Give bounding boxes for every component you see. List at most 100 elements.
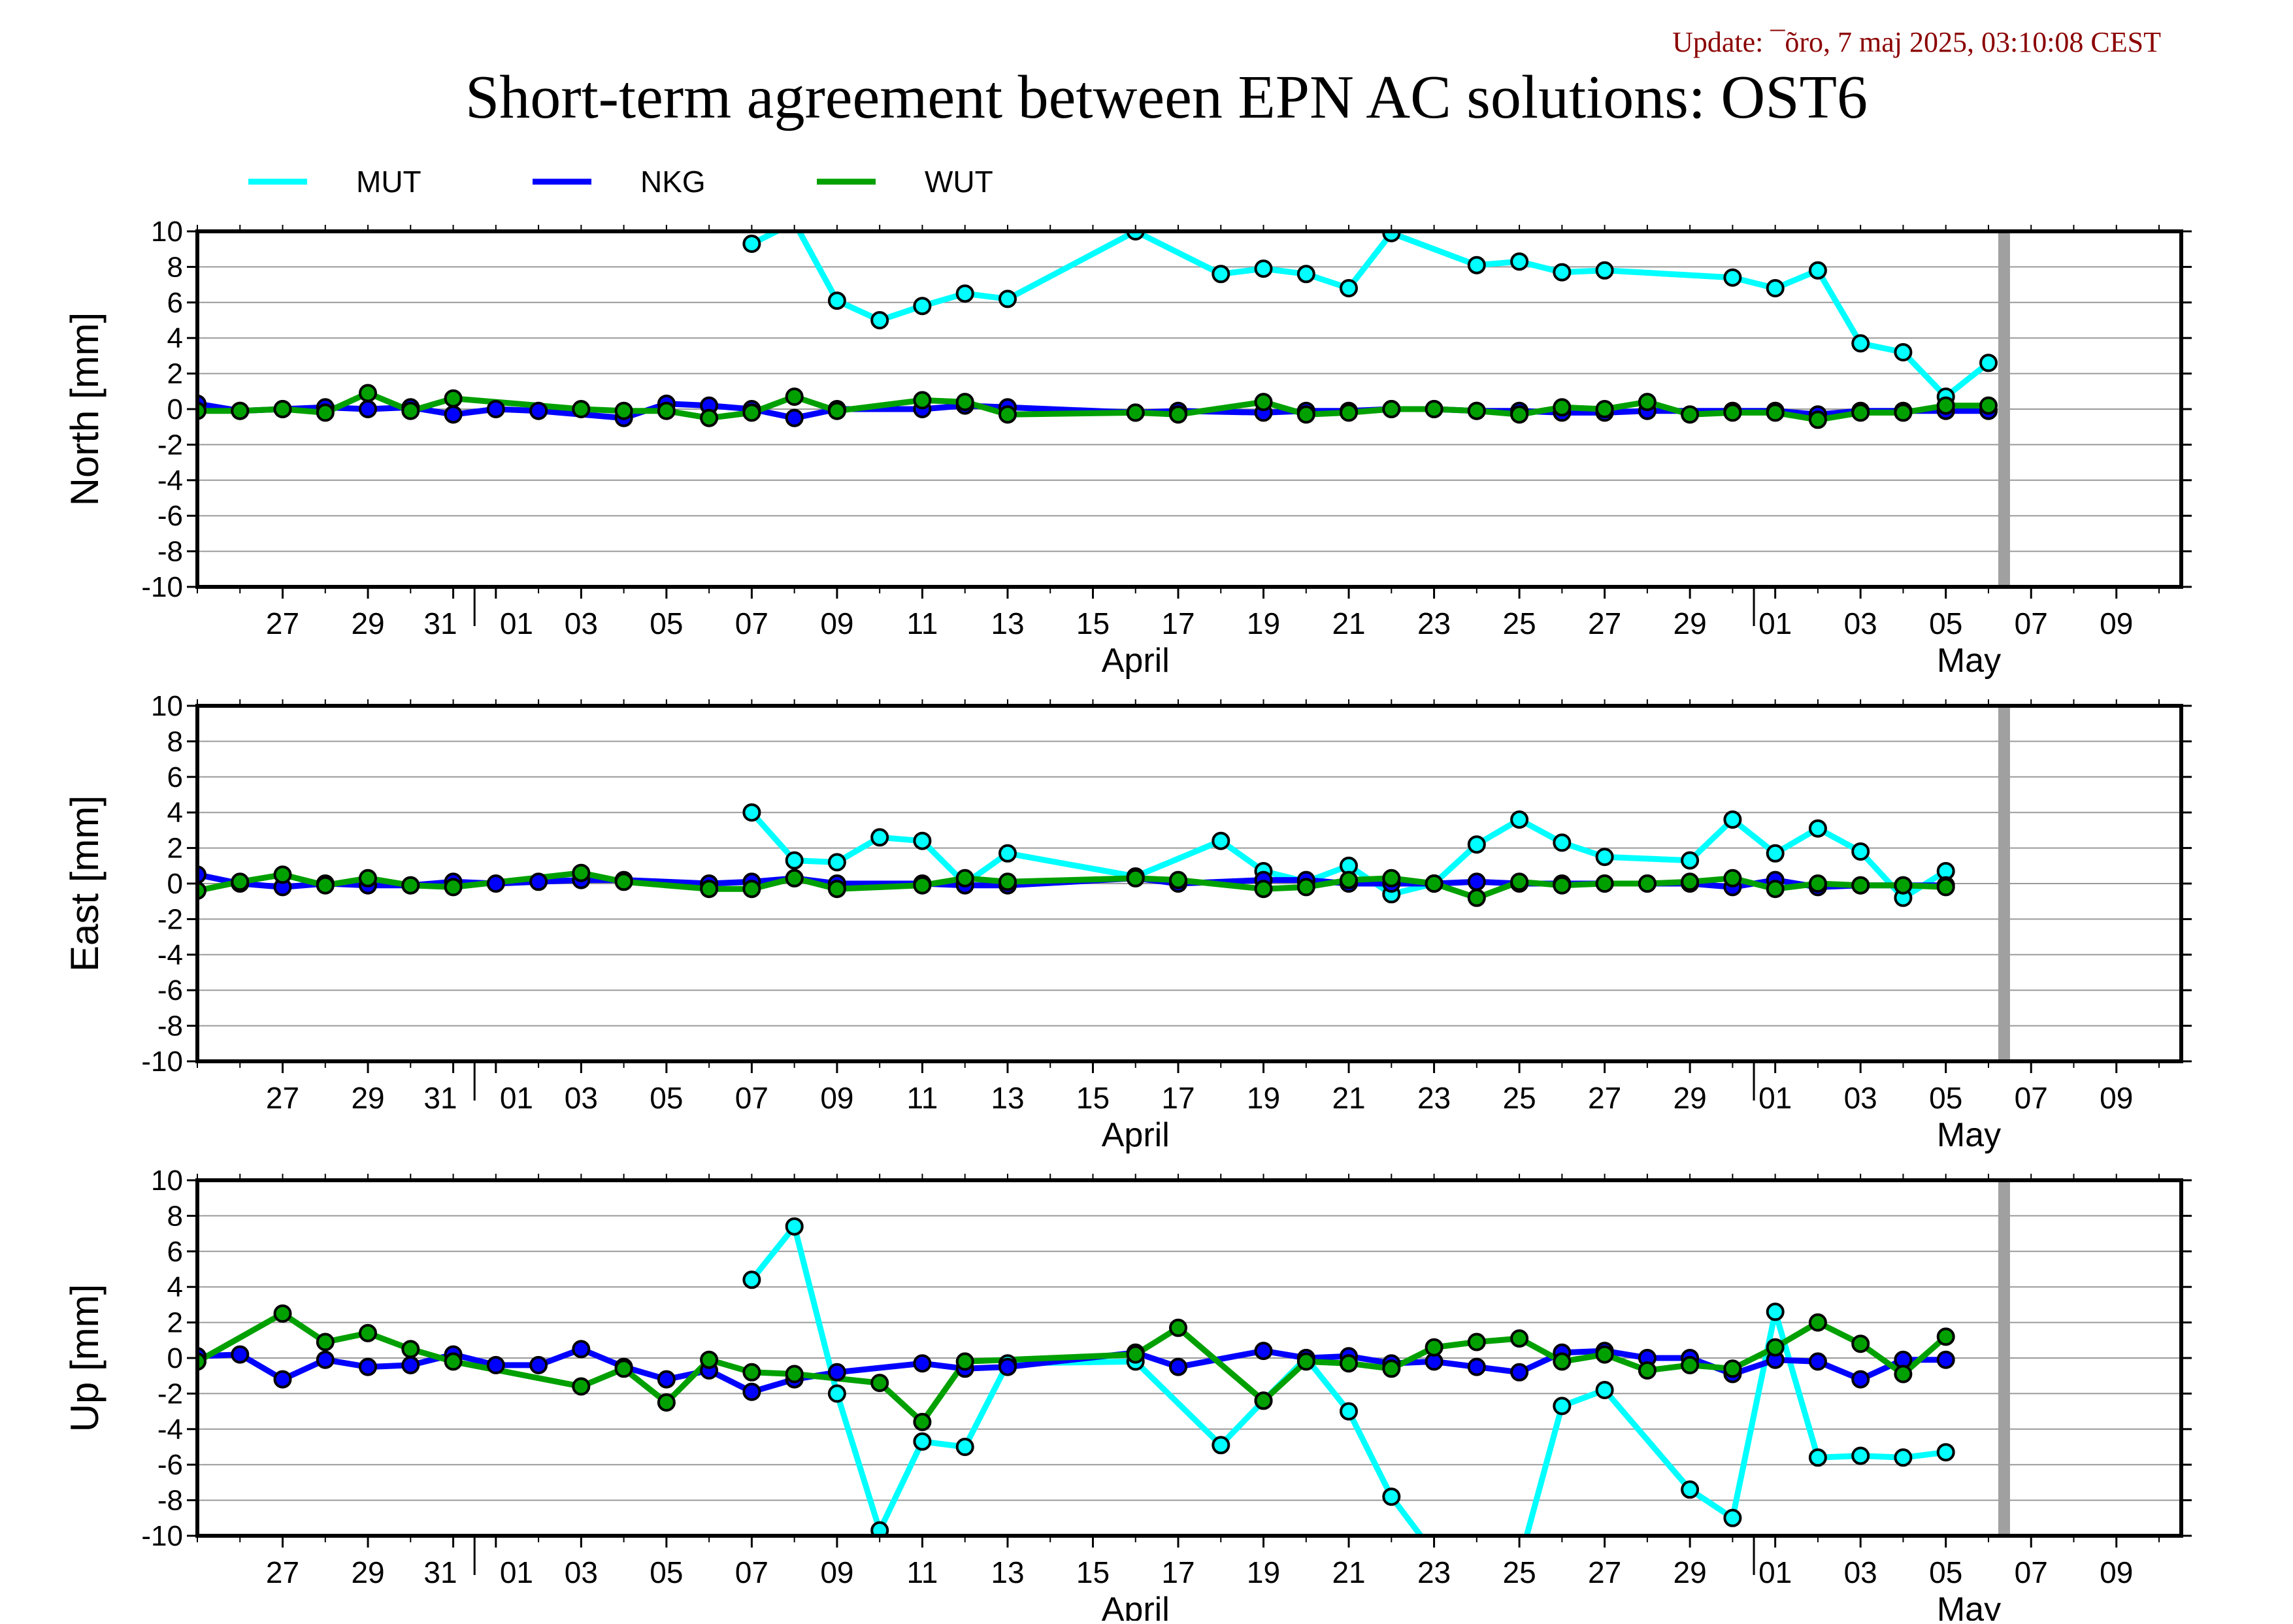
data-point-wut <box>401 1340 420 1359</box>
data-point-wut <box>1340 870 1358 889</box>
x-tick-label: 01 <box>500 1555 533 1589</box>
data-point-wut <box>1766 403 1785 422</box>
data-point-mut <box>827 853 846 872</box>
data-point-nkg <box>913 1354 932 1373</box>
x-tick-label: 11 <box>907 606 938 640</box>
data-point-mut <box>1723 268 1742 287</box>
series-line-wut <box>197 1310 1949 1425</box>
y-tick-label: -10 <box>141 1046 183 1078</box>
data-point-nkg <box>273 1370 292 1389</box>
data-point-nkg <box>1510 1363 1529 1382</box>
data-point-wut <box>1723 869 1742 887</box>
y-axis-label: North [mm] <box>63 312 107 506</box>
data-point-wut <box>1638 874 1657 893</box>
month-label-april: April <box>1102 1116 1170 1154</box>
y-tick-label: 4 <box>167 322 183 354</box>
y-tick-label: -6 <box>157 500 183 532</box>
x-tick-label: 19 <box>1247 1081 1280 1115</box>
data-point-mut <box>1723 810 1742 829</box>
y-tick-label: 8 <box>167 725 183 757</box>
x-tick-label: 29 <box>1674 1081 1707 1115</box>
x-tick-label: 21 <box>1332 1081 1365 1115</box>
data-point-nkg <box>486 400 505 418</box>
data-point-wut <box>1894 876 1913 895</box>
data-point-mut <box>1296 265 1315 284</box>
x-tick-label: 07 <box>735 606 768 640</box>
data-point-wut <box>1126 869 1145 887</box>
x-tick-label: 03 <box>565 606 598 640</box>
month-label-may: May <box>1937 642 2001 680</box>
x-tick-label: 01 <box>500 606 533 640</box>
x-tick-label: 25 <box>1503 1081 1536 1115</box>
x-tick-label: 29 <box>351 1081 384 1115</box>
data-point-wut <box>700 408 719 427</box>
data-point-wut <box>444 878 463 897</box>
y-tick-label: 0 <box>167 393 183 425</box>
data-point-mut <box>998 290 1017 308</box>
x-tick-label: 03 <box>565 1081 598 1115</box>
y-tick-label: 0 <box>167 868 183 900</box>
data-point-wut <box>913 391 932 410</box>
data-point-nkg <box>444 405 463 424</box>
data-point-wut <box>1296 1352 1315 1371</box>
data-point-wut <box>1467 888 1486 907</box>
data-point-wut <box>1936 878 1955 897</box>
y-tick-label: 6 <box>167 761 183 793</box>
data-point-nkg <box>742 1382 761 1401</box>
y-axis-label: Up [mm] <box>63 1284 107 1433</box>
data-point-wut <box>1766 880 1785 899</box>
data-point-wut <box>1553 876 1572 895</box>
x-tick-label: 09 <box>820 1081 853 1115</box>
data-point-nkg <box>1936 1350 1955 1369</box>
data-point-mut <box>1766 279 1785 297</box>
series-group <box>197 1217 1955 1536</box>
data-point-nkg <box>657 1370 676 1389</box>
x-tick-label: 25 <box>1503 606 1536 640</box>
data-point-mut <box>742 235 761 253</box>
data-point-nkg <box>998 1357 1017 1376</box>
data-point-mut <box>785 1217 804 1236</box>
data-point-wut <box>359 869 377 887</box>
x-tick-label: 27 <box>266 1081 299 1115</box>
data-point-mut <box>1595 261 1614 280</box>
data-point-wut <box>1169 870 1187 889</box>
data-point-wut <box>700 880 719 899</box>
data-point-wut <box>1894 1365 1913 1384</box>
data-point-wut <box>273 1304 292 1323</box>
data-point-wut <box>870 1374 889 1393</box>
x-tick-label: 05 <box>1929 606 1962 640</box>
legend-label-nkg: NKG <box>640 165 706 199</box>
data-point-wut <box>1681 405 1700 424</box>
y-tick-label: 10 <box>151 216 183 248</box>
data-point-wut <box>1723 403 1742 422</box>
x-tick-label: 17 <box>1161 606 1195 640</box>
x-tick-label: 15 <box>1076 1555 1110 1589</box>
data-point-wut <box>955 393 974 412</box>
data-point-wut <box>1467 1333 1486 1351</box>
plot-frame <box>195 704 2183 1063</box>
data-point-wut <box>1553 398 1572 417</box>
data-point-wut <box>742 1363 761 1382</box>
x-tick-label: 11 <box>907 1081 938 1115</box>
data-point-nkg <box>1467 872 1486 891</box>
data-point-nkg <box>401 1355 420 1374</box>
y-axis-label: East [mm] <box>63 795 107 972</box>
data-point-mut <box>1894 1448 1913 1467</box>
x-tick-label: 17 <box>1161 1081 1195 1115</box>
data-point-mut <box>1510 810 1529 829</box>
x-tick-label: 15 <box>1076 1081 1110 1115</box>
x-tick-label: 01 <box>1758 1555 1792 1589</box>
data-point-mut <box>1595 1381 1614 1399</box>
data-point-wut <box>231 401 250 420</box>
y-tick-label: -2 <box>157 429 183 461</box>
y-tick-label: 6 <box>167 1236 183 1268</box>
x-tick-label: 31 <box>423 1555 457 1589</box>
data-point-wut <box>572 1377 591 1396</box>
data-point-wut <box>657 1393 676 1412</box>
data-point-wut <box>1681 1355 1700 1374</box>
data-point-wut <box>1766 1338 1785 1357</box>
data-point-wut <box>1808 1313 1827 1332</box>
data-point-mut <box>1595 848 1614 867</box>
